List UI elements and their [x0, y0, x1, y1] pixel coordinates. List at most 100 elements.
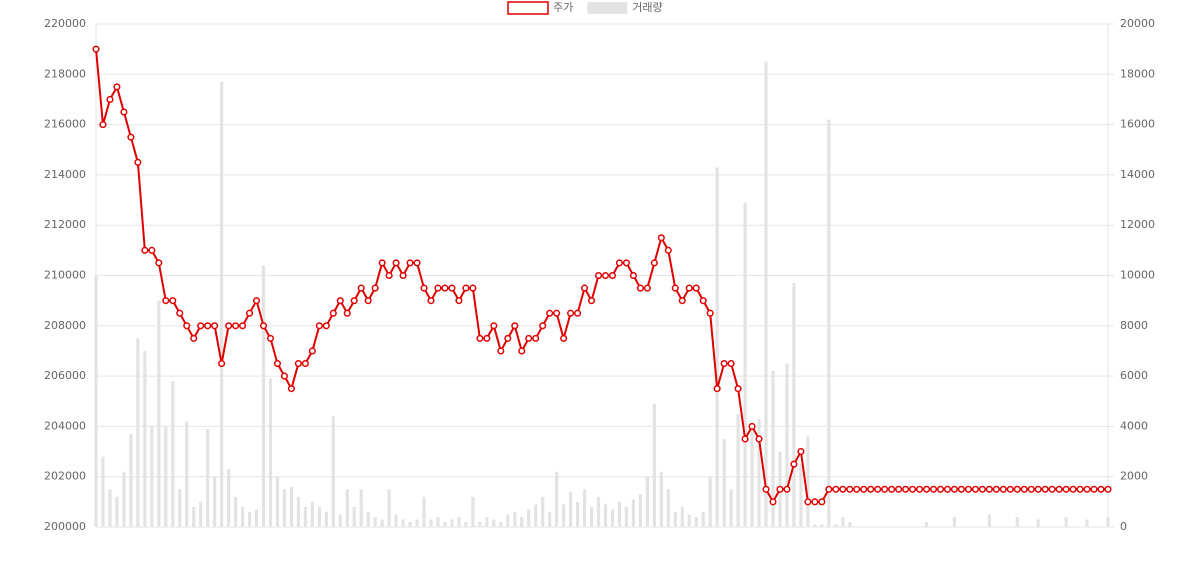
bar — [331, 416, 335, 527]
point — [350, 297, 358, 305]
point — [294, 359, 302, 368]
point — [134, 158, 142, 166]
bar — [722, 438, 726, 527]
bar — [701, 511, 705, 527]
bar — [987, 514, 991, 527]
bar — [924, 521, 929, 527]
point — [120, 108, 128, 116]
bar — [596, 496, 601, 527]
bar — [94, 275, 98, 527]
point — [825, 485, 833, 493]
bar — [108, 489, 112, 527]
legend-label: 주가 — [553, 1, 573, 14]
bar — [666, 489, 670, 527]
point — [183, 322, 191, 330]
point — [601, 271, 610, 280]
point — [1083, 485, 1091, 493]
legend-item: 거래량 — [587, 1, 663, 14]
point — [929, 485, 938, 493]
point — [155, 259, 163, 267]
point — [741, 435, 749, 443]
point — [525, 334, 533, 342]
point — [1097, 485, 1105, 493]
bar — [136, 338, 140, 527]
bar — [541, 496, 545, 527]
point — [811, 498, 819, 506]
point — [427, 297, 435, 305]
point — [315, 322, 323, 330]
bar — [834, 524, 838, 527]
point — [818, 498, 826, 506]
point — [734, 385, 742, 393]
bar — [157, 300, 161, 527]
point — [329, 309, 337, 317]
y-tick-label: 200000 — [44, 520, 86, 533]
point — [727, 359, 735, 368]
bar — [771, 371, 775, 527]
point — [127, 133, 135, 141]
point — [594, 271, 603, 280]
bar — [1036, 519, 1040, 527]
point — [113, 83, 121, 91]
point — [867, 485, 875, 493]
point — [971, 485, 979, 493]
point — [476, 334, 484, 342]
point — [1020, 485, 1028, 493]
bar — [743, 202, 747, 527]
point — [636, 284, 644, 292]
point — [1062, 485, 1070, 493]
bar — [129, 433, 133, 527]
y-tick-label: 210000 — [44, 269, 86, 282]
bar — [485, 516, 489, 527]
point — [378, 259, 386, 267]
point — [1076, 485, 1084, 493]
point — [99, 121, 107, 129]
bar — [394, 514, 398, 527]
bar — [275, 476, 280, 527]
point — [148, 246, 156, 254]
bar — [673, 511, 677, 527]
point — [790, 460, 798, 468]
bar — [220, 81, 224, 527]
bar — [820, 524, 824, 527]
y-tick-label: 212000 — [44, 218, 86, 231]
point — [874, 485, 882, 493]
bar — [806, 436, 810, 527]
point — [853, 485, 861, 493]
bar — [952, 516, 957, 527]
y-tick-label: 220000 — [44, 17, 86, 30]
point — [448, 284, 456, 292]
bar — [1064, 516, 1068, 527]
bar — [513, 511, 517, 527]
point — [1027, 485, 1035, 493]
point — [560, 334, 568, 342]
bar — [408, 521, 412, 527]
legend-label: 거래량 — [632, 1, 662, 14]
point — [895, 485, 903, 493]
bar — [562, 504, 566, 527]
point — [916, 485, 924, 493]
point — [685, 284, 693, 292]
y2-tick-label: 2000 — [1120, 470, 1148, 483]
point — [357, 284, 365, 292]
point — [490, 322, 498, 330]
point — [615, 259, 623, 267]
point — [776, 485, 784, 493]
bar — [1015, 516, 1019, 527]
bar — [575, 501, 580, 527]
bar — [324, 511, 328, 527]
point — [1104, 485, 1112, 493]
bar — [736, 413, 740, 527]
point — [462, 284, 470, 292]
point — [336, 297, 344, 305]
point — [804, 498, 812, 506]
point — [504, 334, 512, 342]
bar — [520, 516, 524, 527]
point — [169, 297, 177, 305]
point — [92, 45, 100, 53]
bar — [799, 464, 803, 527]
point — [273, 359, 282, 368]
bar — [694, 516, 698, 527]
bar — [199, 501, 203, 527]
